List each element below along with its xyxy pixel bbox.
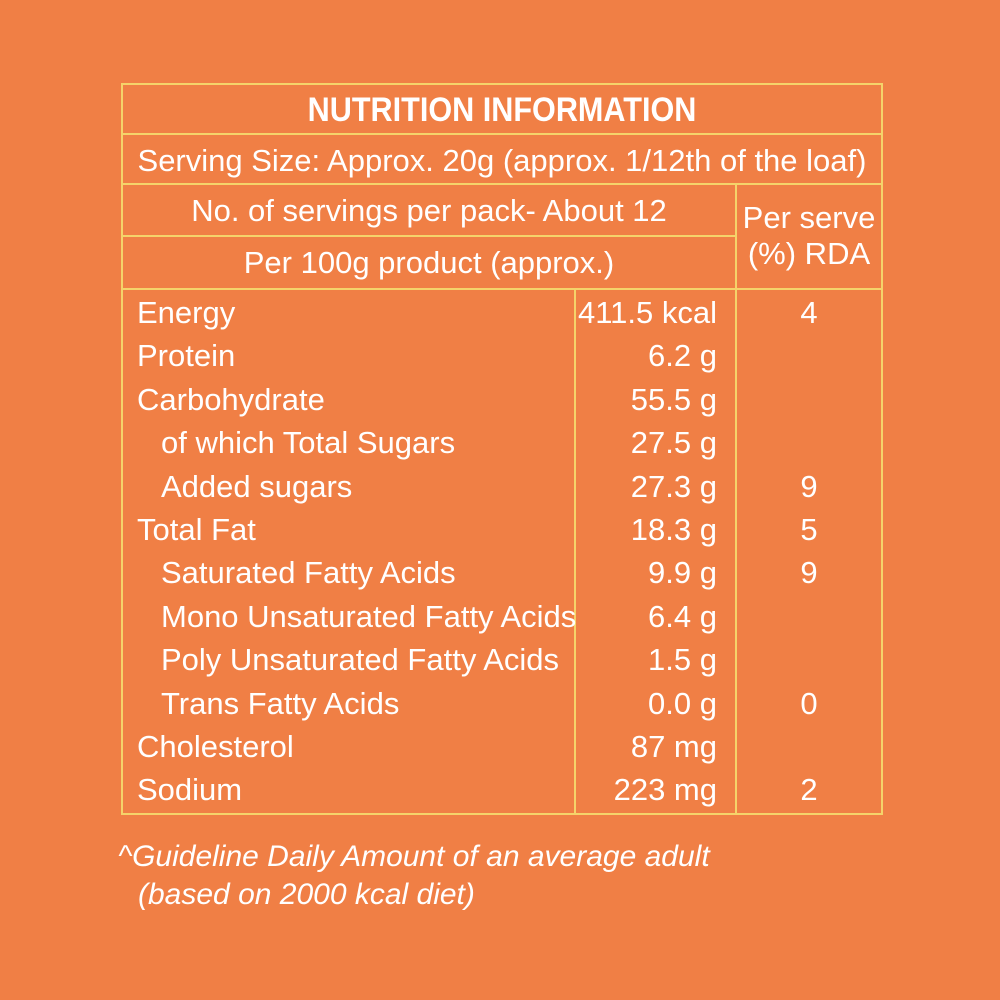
nutrient-rda: 9 xyxy=(800,555,818,591)
footnote-line2: (based on 2000 kcal diet) xyxy=(138,878,475,911)
nutrient-name: Sodium xyxy=(137,772,243,808)
nutrient-row: Energy 411.5 kcal 4 xyxy=(123,293,881,336)
nutrient-name: of which Total Sugars xyxy=(161,425,456,461)
column-divider-amount xyxy=(574,288,576,813)
nutrient-rda: 9 xyxy=(800,468,818,504)
nutrient-row: Poly Unsaturated Fatty Acids 1.5 g xyxy=(123,640,881,683)
nutrient-name: Carbohydrate xyxy=(137,381,325,417)
nutrient-rda: 0 xyxy=(800,685,818,721)
divider xyxy=(123,183,881,185)
divider xyxy=(123,288,881,290)
nutrient-rda: 4 xyxy=(800,295,818,330)
nutrient-amount: 411.5 kcal xyxy=(577,295,717,330)
nutrient-row: Carbohydrate 55.5 g xyxy=(123,380,881,423)
nutrient-name: Cholesterol xyxy=(137,729,294,764)
nutrient-amount: 18.3 g xyxy=(630,512,717,547)
panel-title: NUTRITION INFORMATION xyxy=(307,91,697,129)
column-divider-rda xyxy=(735,183,737,813)
nutrient-name: Saturated Fatty Acids xyxy=(161,555,456,591)
nutrient-row: Mono Unsaturated Fatty Acids 6.4 g xyxy=(123,597,881,640)
per-100g-header: Per 100g product (approx.) xyxy=(243,245,615,280)
nutrient-row: Protein 6.2 g xyxy=(123,336,881,379)
nutrient-amount: 223 mg xyxy=(613,772,717,808)
nutrient-rda: 2 xyxy=(800,772,818,808)
nutrient-name: Energy xyxy=(137,295,236,330)
nutrient-row: Saturated Fatty Acids 9.9 g 9 xyxy=(123,553,881,596)
nutrition-panel: NUTRITION INFORMATION Serving Size: Appr… xyxy=(121,83,883,815)
rda-header-line2: (%) RDA xyxy=(747,236,871,271)
footnote: ^Guideline Daily Amount of an average ad… xyxy=(118,838,710,914)
divider xyxy=(123,133,881,135)
nutrient-row: Sodium 223 mg 2 xyxy=(123,770,881,813)
nutrient-row: Total Fat 18.3 g 5 xyxy=(123,510,881,553)
nutrient-amount: 27.5 g xyxy=(630,425,717,461)
nutrient-amount: 55.5 g xyxy=(630,381,717,417)
nutrient-amount: 87 mg xyxy=(630,729,717,764)
footnote-line1: ^Guideline Daily Amount of an average ad… xyxy=(118,840,710,873)
nutrient-name: Poly Unsaturated Fatty Acids xyxy=(161,642,560,678)
nutrient-name: Mono Unsaturated Fatty Acids xyxy=(161,598,577,634)
rda-header: Per serve (%) RDA xyxy=(737,200,881,272)
nutrient-amount: 6.4 g xyxy=(648,598,717,634)
nutrient-name: Total Fat xyxy=(137,512,256,547)
nutrient-row: of which Total Sugars 27.5 g xyxy=(123,423,881,466)
nutrient-amount: 9.9 g xyxy=(648,555,717,591)
nutrient-row: Cholesterol 87 mg xyxy=(123,727,881,770)
nutrient-name: Added sugars xyxy=(161,468,353,504)
nutrient-amount: 6.2 g xyxy=(648,338,717,374)
nutrient-amount: 0.0 g xyxy=(648,685,717,721)
nutrient-name: Trans Fatty Acids xyxy=(161,685,400,721)
divider xyxy=(123,235,735,237)
nutrient-row: Added sugars 27.3 g 9 xyxy=(123,467,881,510)
serving-size: Serving Size: Approx. 20g (approx. 1/12t… xyxy=(137,143,867,178)
nutrient-amount: 27.3 g xyxy=(630,468,717,504)
nutrient-amount: 1.5 g xyxy=(648,642,717,678)
nutrient-rda: 5 xyxy=(800,512,818,547)
nutrient-name: Protein xyxy=(137,338,236,374)
servings-per-pack: No. of servings per pack- About 12 xyxy=(191,193,667,228)
rda-header-line1: Per serve xyxy=(742,200,876,235)
nutrient-row: Trans Fatty Acids 0.0 g 0 xyxy=(123,684,881,727)
